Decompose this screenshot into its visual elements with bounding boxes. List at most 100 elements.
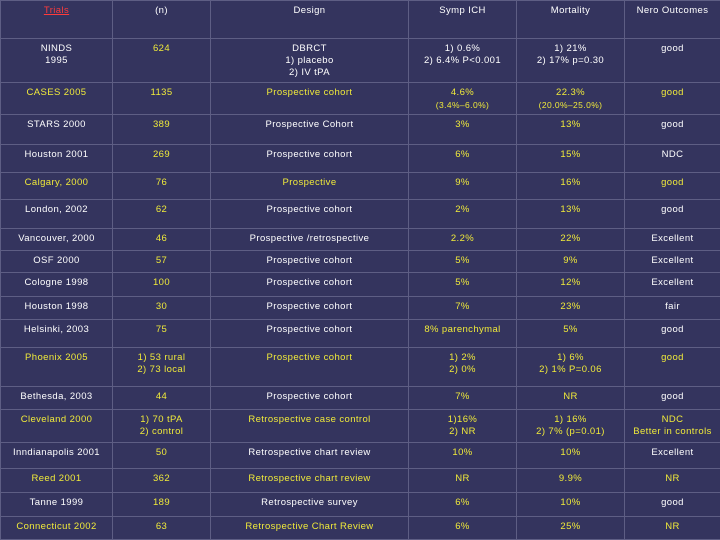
cell-n: 624 [112,38,211,83]
cell-outcome: Excellent [624,227,720,251]
table-row: Calgary, 2000 76 Prospective 9% 16% good [0,171,720,201]
cell-trial: CASES 2005 [0,81,113,116]
cell-trial: Bethesda, 2003 [0,385,113,411]
table-row: STARS 2000 389 Prospective Cohort 3% 13%… [0,114,720,146]
cell-ich: 6% [408,144,517,173]
cell-mortality: 1) 16% 2) 7% (p=0.01) [516,409,625,443]
cell-ich: 10% [408,441,517,469]
cell-ich: 1)16% 2) NR [408,409,517,443]
cell-trial: Houston 2001 [0,144,113,173]
cell-n: 189 [112,492,211,517]
table-row: Bethesda, 2003 44 Prospective cohort 7% … [0,385,720,411]
cell-n: 46 [112,227,211,251]
cell-outcome: good [624,347,720,387]
cell-mortality: 1) 6% 2) 1% P=0.06 [516,347,625,387]
table-row: Phoenix 2005 1) 53 rural 2) 73 local Pro… [0,347,720,387]
cell-trial: Connecticut 2002 [0,515,113,540]
cell-design: Prospective cohort [210,81,409,116]
cell-mortality: 12% [516,272,625,297]
cell-n: 100 [112,272,211,297]
cell-ich: NR [408,467,517,494]
cell-outcome: good [624,492,720,517]
cell-mortality: 1) 21% 2) 17% p=0.30 [516,38,625,83]
header-mortality: Mortality [516,0,625,39]
cell-outcome: Excellent [624,441,720,469]
cell-trial: STARS 2000 [0,114,113,146]
cell-n: 44 [112,385,211,411]
table-row: Reed 2001 362 Retrospective chart review… [0,467,720,494]
cell-n: 62 [112,199,211,229]
header-design: Design [210,0,409,39]
ich-value: 4.6% [450,86,475,98]
cell-trial: Cleveland 2000 [0,409,113,443]
cell-n: 1) 70 tPA 2) control [112,409,211,443]
table-row: London, 2002 62 Prospective cohort 2% 13… [0,199,720,229]
cell-outcome: good [624,171,720,201]
cell-design: Retrospective chart review [210,467,409,494]
cell-outcome: good [624,114,720,146]
cell-design: Prospective cohort [210,144,409,173]
cell-ich: 6% [408,492,517,517]
cell-trial: Cologne 1998 [0,272,113,297]
cell-n: 1) 53 rural 2) 73 local [112,347,211,387]
cell-mortality: 25% [516,515,625,540]
cell-ich: 1) 2% 2) 0% [408,347,517,387]
cell-n: 63 [112,515,211,540]
cell-ich: 9% [408,171,517,201]
cell-ich: 8% parenchymal [408,318,517,349]
table-row: NINDS 1995 624 DBRCT 1) placebo 2) IV tP… [0,38,720,83]
cell-mortality: 23% [516,295,625,320]
table-row: Cologne 1998 100 Prospective cohort 5% 1… [0,272,720,297]
mortality-value: 22.3% [556,86,585,98]
table-row: Helsinki, 2003 75 Prospective cohort 8% … [0,318,720,349]
table-row: Vancouver, 2000 46 Prospective /retrospe… [0,227,720,251]
table-row: Cleveland 2000 1) 70 tPA 2) control Retr… [0,409,720,443]
header-row: Trials (n) Design Symp ICH Mortality Ner… [0,0,720,39]
cell-mortality: NR [516,385,625,411]
cell-design: Prospective cohort [210,249,409,274]
cell-design: Retrospective case control [210,409,409,443]
table-row: Houston 1998 30 Prospective cohort 7% 23… [0,295,720,320]
table-row: Inndianapolis 2001 50 Retrospective char… [0,441,720,469]
cell-mortality: 22.3% (20.0%–25.0%) [516,81,625,116]
cell-outcome: Excellent [624,272,720,297]
cell-n: 1135 [112,81,211,116]
cell-ich: 1) 0.6% 2) 6.4% P<0.001 [408,38,517,83]
cell-design: Retrospective survey [210,492,409,517]
cell-ich: 7% [408,295,517,320]
cell-n: 269 [112,144,211,173]
cell-trial: Tanne 1999 [0,492,113,517]
cell-design: Prospective cohort [210,347,409,387]
table-row: OSF 2000 57 Prospective cohort 5% 9% Exc… [0,249,720,274]
cell-mortality: 5% [516,318,625,349]
cell-outcome: NR [624,515,720,540]
cell-n: 76 [112,171,211,201]
table-row: Connecticut 2002 63 Retrospective Chart … [0,515,720,540]
table-row: Houston 2001 269 Prospective cohort 6% 1… [0,144,720,173]
cell-outcome: fair [624,295,720,320]
cell-ich: 2.2% [408,227,517,251]
cell-ich: 5% [408,249,517,274]
cell-outcome: NDC Better in controls [624,409,720,443]
cell-n: 389 [112,114,211,146]
cell-ich: 4.6% (3.4%–6.0%) [408,81,517,116]
header-trials-link[interactable]: Trials [0,0,113,39]
cell-design: Prospective /retrospective [210,227,409,251]
cell-outcome: good [624,318,720,349]
cell-trial: NINDS 1995 [0,38,113,83]
cell-trial: Houston 1998 [0,295,113,320]
header-nero-outcomes: Nero Outcomes [624,0,720,39]
header-n: (n) [112,0,211,39]
cell-mortality: 16% [516,171,625,201]
table-row: Tanne 1999 189 Retrospective survey 6% 1… [0,492,720,517]
cell-trial: Calgary, 2000 [0,171,113,201]
cell-mortality: 10% [516,492,625,517]
cell-ich: 3% [408,114,517,146]
cell-ich: 6% [408,515,517,540]
cell-design: Retrospective chart review [210,441,409,469]
cell-trial: Inndianapolis 2001 [0,441,113,469]
cell-outcome: good [624,38,720,83]
cell-mortality: 10% [516,441,625,469]
cell-trial: Phoenix 2005 [0,347,113,387]
cell-ich: 7% [408,385,517,411]
